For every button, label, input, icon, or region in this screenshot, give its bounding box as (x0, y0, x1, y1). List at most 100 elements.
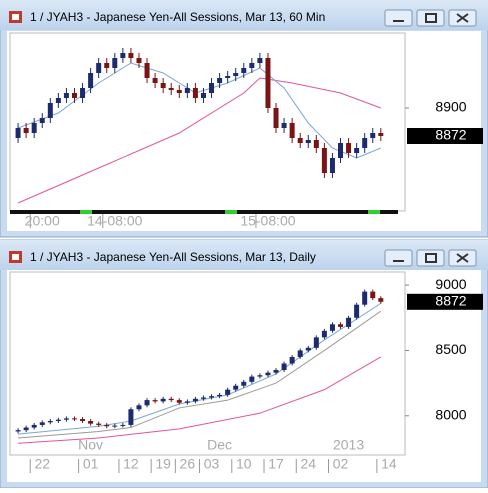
candle-body (120, 53, 126, 58)
x-tick-label: 03 (204, 456, 220, 472)
candle-body (88, 73, 94, 88)
last-price-box (407, 293, 483, 310)
candle-body (233, 73, 239, 76)
candle-body (313, 337, 319, 348)
month-label: Nov (78, 437, 103, 453)
candle-body (144, 400, 150, 406)
candle-body (321, 148, 327, 173)
candle-body (241, 381, 247, 386)
candle-body (241, 68, 247, 73)
candle-body (55, 419, 61, 422)
candle-body (321, 330, 327, 338)
candle-body (297, 138, 303, 143)
candle-body (104, 63, 110, 68)
x-tick-label: 14-08:00 (87, 213, 142, 229)
candle-body (378, 133, 384, 136)
candle-body (184, 401, 190, 403)
candle-body (289, 356, 295, 364)
candle-body (370, 291, 376, 299)
candle-body (217, 78, 223, 83)
candle-body (168, 398, 174, 401)
candle-body (338, 143, 344, 158)
candle-body (305, 347, 311, 351)
candle-body (96, 423, 102, 425)
candle-body (370, 133, 376, 138)
candle-body (297, 350, 303, 357)
candle-body (192, 88, 198, 98)
candle-body (160, 83, 166, 88)
candle-body (329, 158, 335, 173)
candle-body (176, 400, 182, 403)
candle-body (136, 405, 142, 410)
candle-body (354, 148, 360, 153)
candle-body (362, 138, 368, 148)
month-label: Dec (207, 437, 232, 453)
x-tick-label: 19 (155, 456, 171, 472)
candle-body (273, 370, 279, 373)
candle-body (225, 76, 231, 78)
candle-body (128, 53, 134, 58)
candle-body (31, 123, 37, 133)
moving-average (18, 310, 382, 439)
candle-body (152, 400, 158, 402)
candle-body (209, 396, 215, 398)
candle-body (160, 398, 166, 402)
candle-body (71, 418, 77, 420)
candle-body (80, 88, 86, 98)
candle-body (249, 376, 255, 382)
candle-body (112, 58, 118, 68)
candle-body (112, 425, 118, 427)
moving-average (17, 77, 381, 204)
x-tick-label: 15-08:00 (240, 213, 295, 229)
x-tick-label: 14 (381, 456, 397, 472)
x-tick-label: 01 (83, 456, 99, 472)
candle-body (63, 418, 69, 420)
x-tick-label: 24 (300, 456, 316, 472)
last-price-label: 8872 (435, 293, 466, 309)
window-title: 1 / JYAH3 - Japanese Yen-All Sessions, M… (30, 10, 325, 24)
candle-body (200, 93, 206, 98)
candle-body (346, 143, 352, 153)
candle-body (217, 394, 223, 397)
y-tick-label: 8000 (435, 406, 466, 422)
candle-body (184, 88, 190, 93)
candle-body (168, 88, 174, 90)
candle-body (362, 291, 368, 305)
candle-body (55, 98, 61, 103)
candle-body (257, 375, 263, 377)
candle-body (329, 324, 335, 331)
x-tick-label: 17 (268, 456, 284, 472)
candle-body (104, 424, 110, 427)
candle-body (192, 398, 198, 402)
plot-frame (9, 32, 406, 456)
candle-body (128, 409, 134, 425)
candle-body (233, 385, 239, 390)
moving-average (18, 356, 382, 444)
last-price-box (407, 128, 483, 144)
candle-body (144, 63, 150, 78)
x-tick-label: 10 (236, 456, 252, 472)
candle-body (39, 118, 45, 123)
candle-body (63, 93, 69, 98)
session-strip (10, 210, 398, 214)
y-tick-label: 9000 (435, 276, 466, 292)
candle-body (23, 427, 29, 431)
window-buttons[interactable] (384, 9, 477, 267)
candle-body (273, 108, 279, 128)
candle-body (225, 389, 231, 395)
last-price-label: 8872 (435, 127, 466, 143)
candle-body (31, 424, 37, 428)
candle-body (378, 298, 384, 302)
candle-body (23, 128, 29, 133)
candle-body (152, 78, 158, 83)
candle-body (305, 140, 311, 143)
candle-body (257, 58, 263, 63)
candle-body (88, 421, 94, 424)
candle-body (346, 317, 352, 327)
candle-body (47, 103, 53, 118)
candle-body (176, 90, 182, 93)
candle-body (265, 58, 271, 108)
candle-body (338, 324, 344, 327)
x-tick-label: 02 (333, 456, 349, 472)
